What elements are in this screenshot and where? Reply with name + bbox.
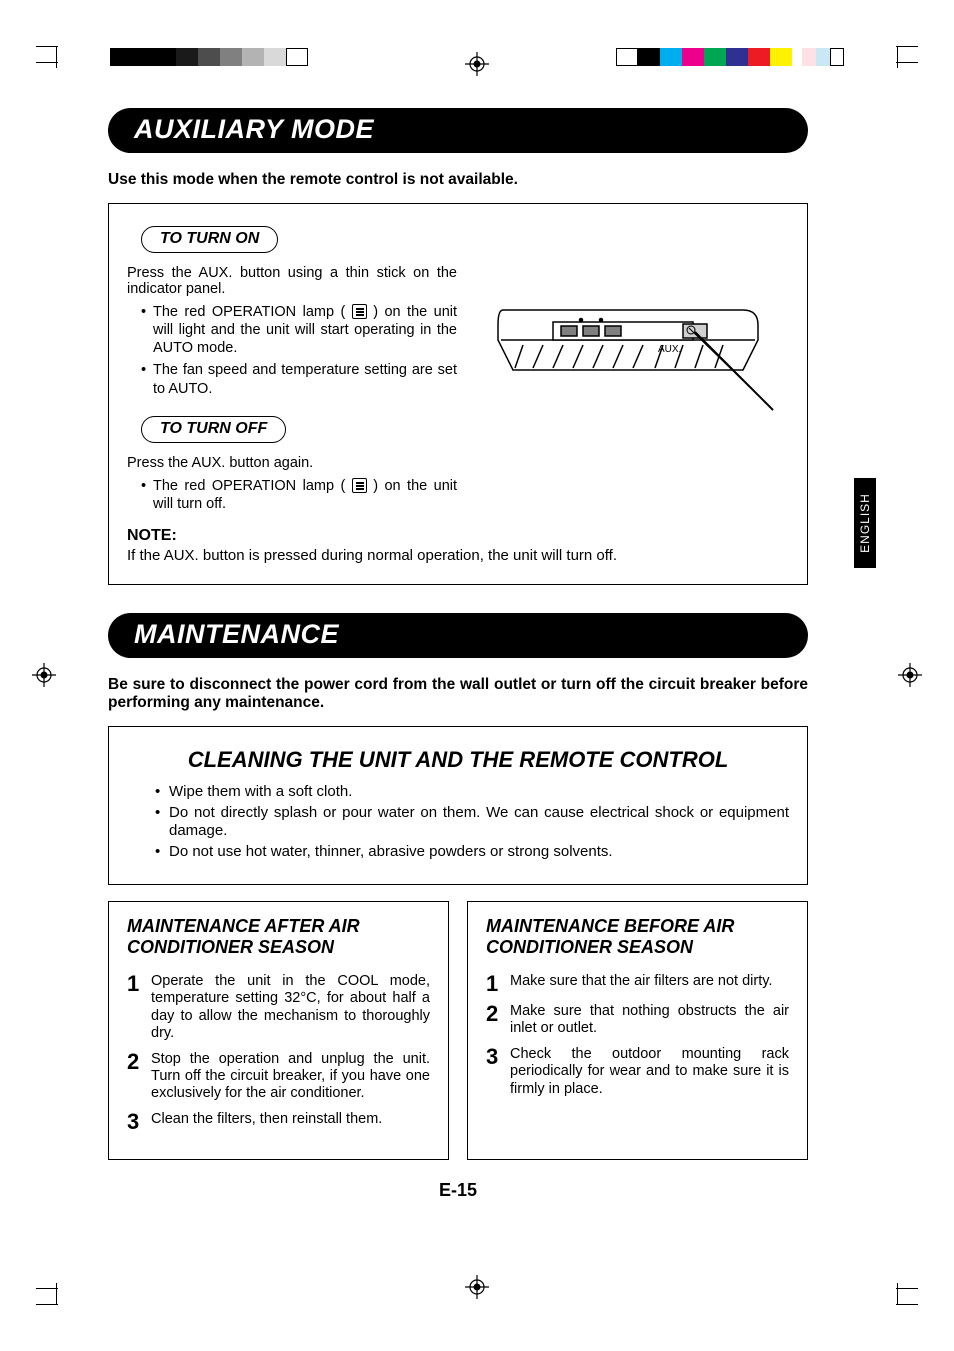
list-item: 1Operate the unit in the COOL mode, temp…	[127, 973, 430, 1043]
cleaning-box: CLEANING THE UNIT AND THE REMOTE CONTROL…	[108, 726, 808, 885]
note-text: If the AUX. button is pressed during nor…	[127, 547, 789, 564]
crop-mark-icon	[896, 46, 918, 47]
step-number: 1	[486, 973, 502, 995]
cleaning-bullet: Do not directly splash or pour water on …	[155, 804, 789, 842]
cleaning-bullet: Do not use hot water, thinner, abrasive …	[155, 843, 789, 862]
list-item: 3Clean the filters, then reinstall them.	[127, 1111, 430, 1133]
turn-off-label: TO TURN OFF	[141, 416, 286, 443]
cleaning-heading: CLEANING THE UNIT AND THE REMOTE CONTROL	[127, 747, 789, 773]
step-number: 1	[127, 973, 143, 1043]
section-heading-auxiliary: AUXILIARY MODE	[108, 108, 808, 153]
note-heading: NOTE:	[127, 527, 789, 545]
crop-mark-icon	[897, 46, 898, 68]
ac-unit-illustration-icon: AUX.	[483, 240, 783, 440]
language-tab-label: ENGLISH	[858, 493, 872, 553]
crop-mark-icon	[896, 62, 918, 63]
list-item: 3Check the outdoor mounting rack periodi…	[486, 1046, 789, 1098]
crop-mark-icon	[896, 1304, 918, 1305]
auxiliary-box: TO TURN ON Press the AUX. button using a…	[108, 203, 808, 585]
page-number: E-15	[108, 1180, 808, 1201]
section-title: AUXILIARY MODE	[134, 114, 782, 145]
step-number: 2	[127, 1051, 143, 1103]
section-heading-maintenance: MAINTENANCE	[108, 613, 808, 658]
registration-mark-icon	[898, 663, 922, 687]
operation-lamp-icon	[352, 304, 367, 319]
list-item: 2Make sure that nothing obstructs the ai…	[486, 1003, 789, 1038]
printer-colorbar-left	[110, 48, 308, 66]
registration-mark-icon	[465, 1275, 489, 1299]
turn-on-label: TO TURN ON	[141, 226, 278, 253]
crop-mark-icon	[36, 62, 58, 63]
page: ENGLISH AUXILIARY MODE Use this mode whe…	[0, 0, 954, 1351]
turn-on-bullet-1: The red OPERATION lamp ( ) on the unit w…	[141, 303, 457, 357]
crop-mark-icon	[36, 1288, 58, 1289]
maintenance-intro: Be sure to disconnect the power cord fro…	[108, 676, 808, 712]
list-item: 1Make sure that the air filters are not …	[486, 973, 789, 995]
crop-mark-icon	[897, 1283, 898, 1305]
registration-mark-icon	[465, 52, 489, 76]
maintenance-before-heading: MAINTENANCE BEFORE AIR CONDITIONER SEASO…	[486, 916, 789, 959]
turn-off-desc: Press the AUX. button again.	[127, 455, 457, 471]
step-number: 2	[486, 1003, 502, 1038]
maintenance-before-box: MAINTENANCE BEFORE AIR CONDITIONER SEASO…	[467, 901, 808, 1160]
section-intro: Use this mode when the remote control is…	[108, 171, 808, 189]
auxiliary-text-column: TO TURN ON Press the AUX. button using a…	[127, 220, 457, 517]
printer-colorbar-right	[616, 48, 844, 66]
language-tab: ENGLISH	[854, 478, 876, 568]
section-title: MAINTENANCE	[134, 619, 782, 650]
content-column: AUXILIARY MODE Use this mode when the re…	[108, 108, 808, 1201]
step-number: 3	[127, 1111, 143, 1133]
list-item: 2Stop the operation and unplug the unit.…	[127, 1051, 430, 1103]
maintenance-after-heading: MAINTENANCE AFTER AIR CONDITIONER SEASON	[127, 916, 430, 959]
crop-mark-icon	[36, 1304, 58, 1305]
auxiliary-figure: AUX.	[477, 220, 789, 517]
aux-label: AUX.	[658, 344, 681, 355]
cleaning-bullet: Wipe them with a soft cloth.	[155, 783, 789, 802]
operation-lamp-icon	[352, 478, 367, 493]
turn-off-bullet-1: The red OPERATION lamp ( ) on the unit w…	[141, 477, 457, 513]
crop-mark-icon	[56, 1283, 57, 1305]
turn-on-bullet-2: The fan speed and temperature setting ar…	[141, 361, 457, 397]
step-number: 3	[486, 1046, 502, 1098]
turn-on-desc: Press the AUX. button using a thin stick…	[127, 265, 457, 297]
maintenance-after-box: MAINTENANCE AFTER AIR CONDITIONER SEASON…	[108, 901, 449, 1160]
maintenance-row: MAINTENANCE AFTER AIR CONDITIONER SEASON…	[108, 901, 808, 1160]
crop-mark-icon	[56, 46, 57, 68]
crop-mark-icon	[36, 46, 58, 47]
crop-mark-icon	[896, 1288, 918, 1289]
registration-mark-icon	[32, 663, 56, 687]
